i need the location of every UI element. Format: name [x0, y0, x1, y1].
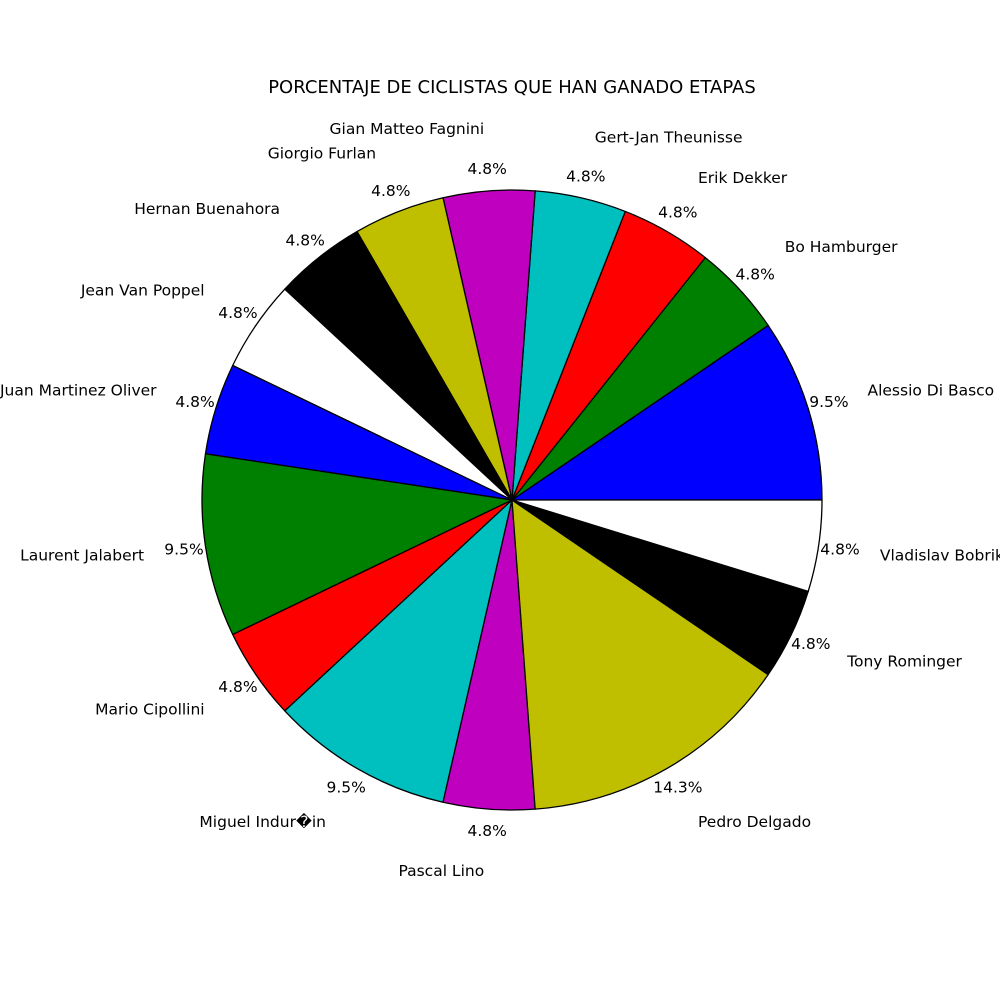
pie-slices	[201, 189, 823, 811]
pie-category-label: Vladislav Bobrik	[880, 546, 1000, 564]
pie-category-label: Miguel Indur�in	[199, 812, 326, 831]
pie-category-label: Erik Dekker	[698, 169, 788, 187]
pie-pct-label: 4.8%	[820, 540, 859, 558]
pie-category-label: Pedro Delgado	[698, 813, 811, 831]
pie-category-label: Gert-Jan Theunisse	[595, 128, 743, 146]
pie-pct-label: 4.8%	[735, 265, 774, 283]
pie-slice-laurent-jalabert	[201, 453, 513, 636]
pie-category-label: Bo Hamburger	[785, 238, 898, 256]
pie-pct-label: 4.8%	[468, 160, 507, 178]
pie-pct-label: 14.3%	[653, 778, 702, 796]
pie-pct-label: 4.8%	[658, 204, 697, 222]
pie-category-label: Pascal Lino	[398, 862, 484, 880]
pie-slice-pedro-delgado	[511, 499, 769, 810]
pie-pct-label: 4.8%	[175, 393, 214, 411]
pie-pct-label: 9.5%	[164, 540, 203, 558]
pie-pct-label: 4.8%	[285, 232, 324, 250]
pie-category-label: Mario Cipollini	[95, 701, 204, 719]
pie-pct-label: 9.5%	[326, 778, 365, 796]
pie-pct-label: 4.8%	[218, 304, 257, 322]
pie-pct-label: 4.8%	[791, 635, 830, 653]
pie-slice-miguel-indur-in	[284, 499, 513, 803]
pie-category-label: Tony Rominger	[846, 652, 962, 670]
pie-pct-label: 4.8%	[371, 182, 410, 200]
pie-category-label: Alessio Di Basco	[867, 381, 994, 399]
pie-category-label: Gian Matteo Fagnini	[330, 120, 485, 138]
pie-pct-label: 4.8%	[566, 168, 605, 186]
pie-slice-alessio-di-basco	[511, 324, 823, 501]
pie-slice-vladislav-bobrik	[511, 499, 823, 593]
pie-pct-label: 9.5%	[809, 393, 848, 411]
pie-category-label: Laurent Jalabert	[20, 546, 144, 564]
pie-labels: 9.5% Alessio Di Basco 4.8% Bo Hamburger 4.8%…	[0, 120, 1000, 880]
chart-title: PORCENTAJE DE CICLISTAS QUE HAN GANADO E…	[268, 77, 756, 98]
pie-category-label: Giorgio Furlan	[268, 145, 376, 163]
pie-category-label: Jean Van Poppel	[80, 281, 205, 299]
pie-category-label: Juan Martinez Oliver	[0, 381, 157, 399]
pie-pct-label: 4.8%	[468, 822, 507, 840]
pie-pct-label: 4.8%	[218, 678, 257, 696]
pie-category-label: Hernan Buenahora	[134, 200, 280, 218]
